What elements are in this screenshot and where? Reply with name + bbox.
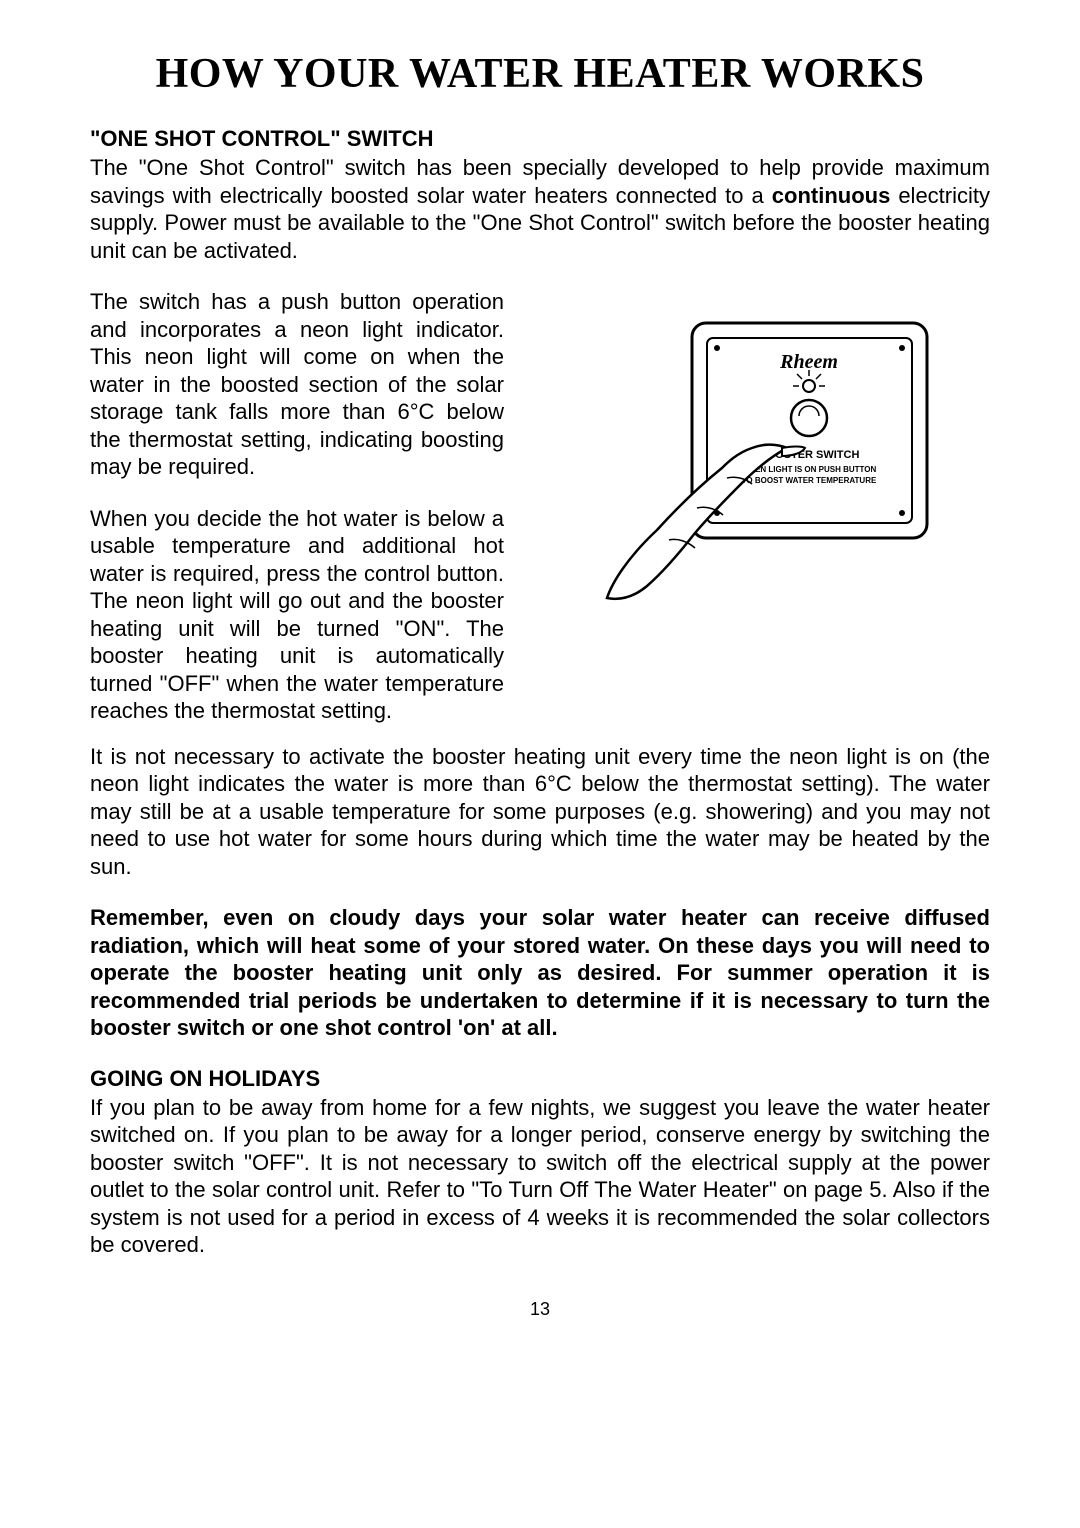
one-shot-heading: "ONE SHOT CONTROL" SWITCH <box>90 126 990 152</box>
page-title: HOW YOUR WATER HEATER WORKS <box>90 50 990 98</box>
one-shot-para2: The switch has a push button operation a… <box>90 288 504 481</box>
one-shot-para5: Remember, even on cloudy days your solar… <box>90 904 990 1042</box>
holidays-heading: GOING ON HOLIDAYS <box>90 1066 990 1092</box>
one-shot-para4: It is not necessary to activate the boos… <box>90 743 990 881</box>
one-shot-para1-bold: continuous <box>772 183 891 208</box>
switch-label-3: TO BOOST WATER TEMPERATURE <box>742 476 877 485</box>
page-number: 13 <box>90 1299 990 1320</box>
holidays-para1: If you plan to be away from home for a f… <box>90 1094 990 1259</box>
one-shot-para3: When you decide the hot water is below a… <box>90 505 504 725</box>
brand-label: Rheem <box>779 351 838 373</box>
switch-diagram: Rheem BOOSTER SWITCH WHEN LIGHT IS ON PU… <box>577 308 947 618</box>
